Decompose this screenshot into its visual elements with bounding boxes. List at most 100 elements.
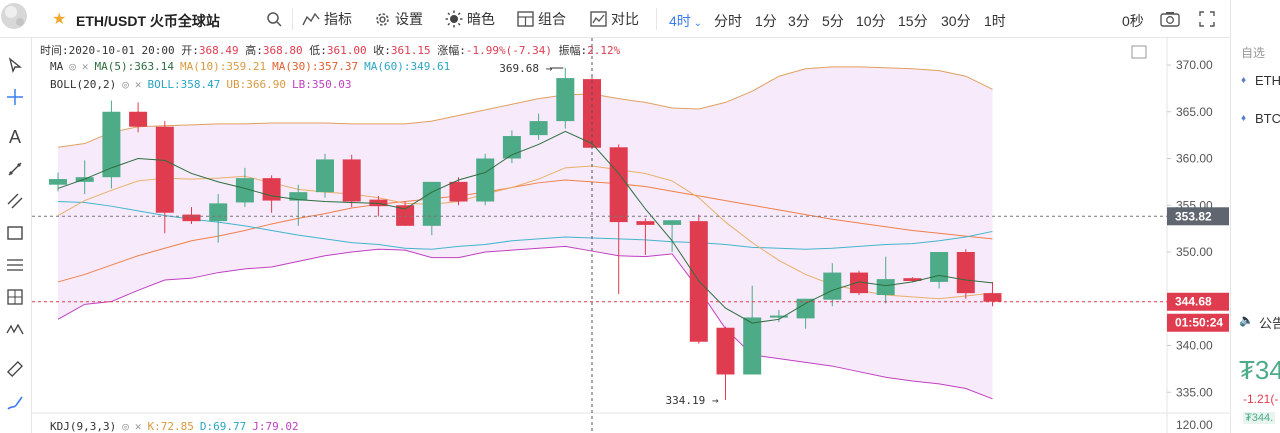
rectangle-icon[interactable] xyxy=(4,222,26,244)
watchlist-tab[interactable]: 自选 xyxy=(1241,46,1266,60)
candle-body xyxy=(289,192,308,201)
info-amplitude: 2.12% xyxy=(587,44,621,57)
expand-icon[interactable] xyxy=(1131,45,1147,59)
info-time: 2020-10-01 20:00 xyxy=(68,44,175,57)
close-icon[interactable]: ✕ xyxy=(81,60,89,73)
cursor-icon[interactable] xyxy=(4,54,26,76)
candle-body xyxy=(850,272,868,294)
search-icon xyxy=(267,12,282,27)
eye-icon[interactable]: ◎ xyxy=(122,78,129,91)
wave-pattern-icon[interactable] xyxy=(4,318,26,340)
y-tick-label: 365.00 xyxy=(1176,105,1213,119)
timeframe-realtime[interactable]: 分时 xyxy=(714,13,742,29)
candle-body xyxy=(769,315,788,318)
brush-icon[interactable] xyxy=(4,392,26,414)
ruler-icon[interactable] xyxy=(4,358,26,380)
compare-icon xyxy=(590,11,607,27)
candle-body xyxy=(529,121,548,136)
low-marker-label: 334.19 → xyxy=(666,394,719,407)
eye-icon[interactable]: ◎ xyxy=(69,60,76,73)
candle-body xyxy=(796,298,815,319)
compare-label: 对比 xyxy=(611,11,639,27)
top-toolbar: ★ ETH/USDT 火币全球站 指标 设置 暗色 组合 对比 4时 ⌄ 分时 … xyxy=(0,0,1230,38)
drawing-toolbar: A xyxy=(0,38,32,433)
boll-name: BOLL(20,2) xyxy=(50,78,117,91)
layout-label: 组合 xyxy=(538,11,566,27)
candle-body xyxy=(316,159,334,193)
candlestick-chart[interactable]: 370.00365.00360.00355.00350.00345.00340.… xyxy=(32,38,1230,433)
panel-change: -1.21(- xyxy=(1243,392,1279,406)
candle-body xyxy=(422,181,441,226)
candle-body xyxy=(102,111,121,178)
ma10-value: MA(10):359.21 xyxy=(179,60,267,73)
close-icon[interactable]: ✕ xyxy=(134,420,142,433)
y-tick-label: 340.00 xyxy=(1176,339,1213,353)
grid-tool-icon[interactable] xyxy=(4,286,26,308)
candle-body xyxy=(476,158,495,202)
candle-body xyxy=(716,327,735,375)
settings-button[interactable]: 设置 xyxy=(374,0,423,38)
candle-body xyxy=(743,317,762,375)
timeframe-15m[interactable]: 15分 xyxy=(898,13,928,29)
timeframe-1h[interactable]: 1时 xyxy=(984,13,1006,29)
fullscreen-icon xyxy=(1199,11,1215,27)
kdj-legend: KDJ(9,3,3) ◎ ✕ K:72.85 D:69.77 J:79.02 xyxy=(50,420,299,433)
countdown-tag: 01:50:24 xyxy=(1175,316,1223,330)
timeframe-4h[interactable]: 4时 ⌄ xyxy=(669,13,702,29)
boll-lb-line xyxy=(57,245,993,400)
timeframe-3m[interactable]: 3分 xyxy=(788,13,810,29)
ma30-line xyxy=(57,179,993,283)
candle-body xyxy=(449,181,468,202)
ma60-value: MA(60):349.61 xyxy=(364,60,451,73)
info-change: -1.99%(-7.34) xyxy=(465,44,552,57)
crosshair-icon[interactable] xyxy=(4,86,26,108)
eye-icon[interactable]: ◎ xyxy=(122,420,129,433)
countdown-tag-bg xyxy=(1167,313,1229,332)
dark-mode-button[interactable]: 暗色 xyxy=(445,0,495,38)
right-panel: 自选 ♦ ETH ♦ BTC 🔈 公告 ₮344 -1.21(- ₮344. xyxy=(1230,0,1280,433)
timeframe-1m[interactable]: 1分 xyxy=(755,13,777,29)
watchlist-item-btc[interactable]: BTC xyxy=(1255,111,1280,126)
sun-icon xyxy=(445,10,463,28)
parallel-lines-icon[interactable] xyxy=(4,190,26,212)
horizontal-lines-icon[interactable] xyxy=(4,254,26,276)
lb-value: LB:350.03 xyxy=(291,78,352,91)
close-icon[interactable]: ✕ xyxy=(134,78,142,91)
candle-body xyxy=(930,252,949,282)
timeframe-10m[interactable]: 10分 xyxy=(856,13,886,29)
candle-body xyxy=(956,252,975,294)
trendline-icon[interactable] xyxy=(4,158,26,180)
ma60-line xyxy=(57,201,993,250)
fullscreen-button[interactable] xyxy=(1199,0,1215,38)
screenshot-button[interactable] xyxy=(1160,0,1180,38)
notice-label[interactable]: 公告 xyxy=(1259,316,1280,331)
dark-mode-label: 暗色 xyxy=(467,11,495,27)
text-tool-icon[interactable]: A xyxy=(8,126,21,147)
info-low: 361.00 xyxy=(326,44,367,57)
ma30-value: MA(30):357.37 xyxy=(272,60,359,73)
countdown-text: 0秒 xyxy=(1122,13,1144,29)
search-button[interactable] xyxy=(266,0,282,38)
boll-band xyxy=(58,66,993,399)
candle-body xyxy=(636,221,655,225)
layout-icon xyxy=(517,11,534,27)
candle-body xyxy=(876,279,895,296)
ma5-line xyxy=(57,130,993,324)
candle-body xyxy=(663,220,682,225)
timeframe-5m[interactable]: 5分 xyxy=(822,13,844,29)
y-tick-label: 335.00 xyxy=(1176,385,1213,399)
boll-value: BOLL:358.47 xyxy=(147,78,221,91)
kdj-name: KDJ(9,3,3) xyxy=(50,420,117,433)
candle-body xyxy=(342,159,361,202)
symbol-title[interactable]: ETH/USDT 火币全球站 xyxy=(76,13,220,29)
info-open: 368.49 xyxy=(198,44,239,57)
compare-button[interactable]: 对比 xyxy=(590,0,639,38)
timeframe-30m[interactable]: 30分 xyxy=(941,13,971,29)
favorite-star-icon[interactable]: ★ xyxy=(52,11,67,28)
layout-button[interactable]: 组合 xyxy=(517,0,566,38)
watchlist-item-eth[interactable]: ETH xyxy=(1255,73,1280,88)
candle-body xyxy=(556,78,575,122)
ma5-value: MA(5):363.14 xyxy=(94,60,174,73)
speaker-icon: 🔈 xyxy=(1239,313,1254,327)
indicators-button[interactable]: 指标 xyxy=(302,0,352,38)
